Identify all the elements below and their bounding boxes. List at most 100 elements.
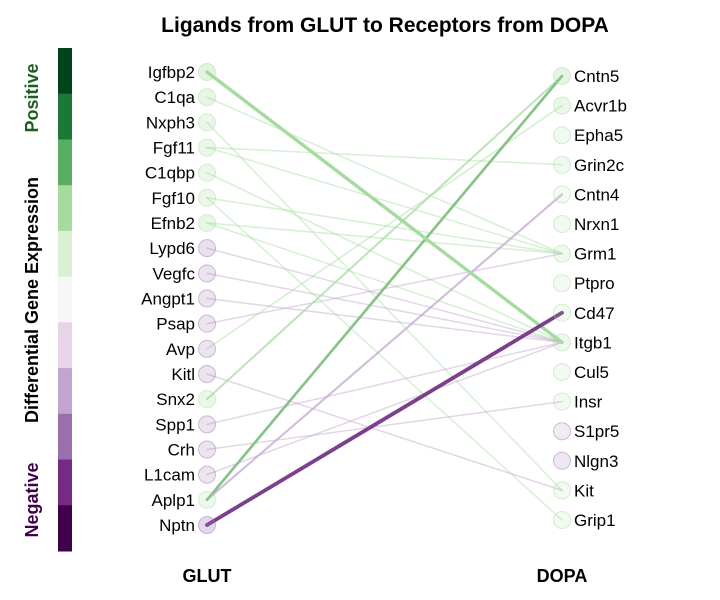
ligand-label-c1qa: C1qa xyxy=(154,88,195,107)
legend-swatch xyxy=(58,93,72,140)
ligand-label-c1qbp: C1qbp xyxy=(145,164,195,183)
receptor-label-nrxn1: Nrxn1 xyxy=(574,215,619,234)
receptor-label-cd47: Cd47 xyxy=(574,304,615,323)
edge-crh-insr xyxy=(206,400,563,451)
ligand-label-angpt1: Angpt1 xyxy=(141,290,195,309)
receptor-label-grip1: Grip1 xyxy=(574,511,616,530)
receptor-label-cntn4: Cntn4 xyxy=(574,185,619,204)
ligand-label-fgf10: Fgf10 xyxy=(152,189,195,208)
edge-snx2-cntn5 xyxy=(206,75,563,401)
ligand-node-efnb2 xyxy=(198,214,216,232)
receptor-node-grip1 xyxy=(553,511,571,529)
ligand-node-fgf11 xyxy=(198,138,216,157)
ligand-node-angpt1 xyxy=(198,289,216,308)
edge-l1cam-itgb1 xyxy=(206,341,563,476)
legend-negative-label: Negative xyxy=(22,462,42,537)
ligand-label-snx2: Snx2 xyxy=(156,390,195,409)
edge-nxph3-kit xyxy=(206,121,563,492)
right-group-label: DOPA xyxy=(537,566,588,586)
ligand-node-crh xyxy=(198,440,216,459)
ligand-node-psap xyxy=(198,314,216,333)
ligand-label-nptn: Nptn xyxy=(159,516,195,535)
legend-swatch xyxy=(58,368,72,415)
receptor-node-cd47 xyxy=(553,303,571,322)
receptor-node-cntn5 xyxy=(553,67,571,85)
receptor-node-grin2c xyxy=(553,155,571,174)
legend-swatch xyxy=(58,139,72,186)
ligand-label-lypd6: Lypd6 xyxy=(149,239,195,258)
edge-c1qa-grm1 xyxy=(206,96,563,255)
ligand-node-nptn xyxy=(198,516,216,534)
edge-angpt1-itgb1 xyxy=(206,297,563,344)
receptor-label-cul5: Cul5 xyxy=(574,363,609,382)
ligand-node-igfbp2 xyxy=(198,63,216,81)
receptor-node-insr xyxy=(553,392,571,411)
legend-title: Differential Gene Expression xyxy=(22,177,42,423)
chart-title: Ligands from GLUT to Receptors from DOPA xyxy=(161,14,609,37)
ligand-node-lypd6 xyxy=(198,239,216,258)
legend-swatch xyxy=(58,322,72,369)
receptor-label-acvr1b: Acvr1b xyxy=(574,97,627,116)
ligand-label-vegfc: Vegfc xyxy=(152,264,195,283)
legend-swatch xyxy=(58,505,72,552)
receptor-label-cntn5: Cntn5 xyxy=(574,67,619,86)
receptor-label-insr: Insr xyxy=(574,393,603,412)
edges-layer xyxy=(205,70,564,527)
receptor-node-grm1 xyxy=(553,244,571,263)
receptor-node-nrxn1 xyxy=(553,215,571,233)
ligand-label-kitl: Kitl xyxy=(171,365,195,384)
legend-swatch xyxy=(58,48,72,95)
receptor-node-epha5 xyxy=(553,126,571,145)
ligand-node-nxph3 xyxy=(198,113,216,132)
edge-aplp1-cntn5 xyxy=(205,74,564,502)
ligand-node-kitl xyxy=(198,365,216,383)
ligand-label-efnb2: Efnb2 xyxy=(151,214,195,233)
ligand-node-fgf10 xyxy=(198,188,216,207)
ligand-node-avp xyxy=(198,339,216,358)
ligand-label-psap: Psap xyxy=(156,315,195,334)
receptor-node-itgb1 xyxy=(553,333,571,352)
edge-fgf10-grip1 xyxy=(206,197,563,521)
ligand-label-fgf11: Fgf11 xyxy=(153,139,195,158)
ligand-node-l1cam xyxy=(198,465,216,484)
edge-lypd6-itgb1 xyxy=(206,247,563,344)
legend: Positive Differential Gene Expression Nega… xyxy=(22,48,72,552)
ligand-node-vegfc xyxy=(198,264,216,283)
legend-positive-label: Positive xyxy=(22,63,42,132)
ligand-node-aplp1 xyxy=(198,490,216,509)
legend-swatch xyxy=(58,230,72,278)
receptor-label-epha5: Epha5 xyxy=(574,126,623,145)
ligand-label-crh: Crh xyxy=(168,441,195,460)
edge-kitl-kit xyxy=(206,373,563,492)
ligand-label-aplp1: Aplp1 xyxy=(152,491,195,510)
legend-swatch xyxy=(58,276,72,323)
edge-fgf11-grm1 xyxy=(206,146,563,255)
edge-aplp1-cntn4 xyxy=(205,193,564,501)
nodes-layer: Igfbp2 C1qa Nxph3 Fgf11 C1qbp Fgf10 Efnb2 Lypd6… xyxy=(141,63,627,535)
receptor-node-s1pr5 xyxy=(553,422,571,441)
receptor-label-ptpro: Ptpro xyxy=(574,274,615,293)
ligand-label-l1cam: L1cam xyxy=(144,466,195,485)
legend-swatch xyxy=(58,185,72,232)
edge-igfbp2-itgb1 xyxy=(205,70,564,345)
receptor-label-s1pr5: S1pr5 xyxy=(574,422,619,441)
receptor-node-cul5 xyxy=(553,363,571,381)
edge-fgf11-grin2c xyxy=(206,146,563,166)
receptor-node-kit xyxy=(553,481,571,500)
edge-nptn-cd47 xyxy=(205,310,564,527)
ligand-node-c1qbp xyxy=(198,163,216,182)
receptor-label-itgb1: Itgb1 xyxy=(574,333,612,352)
ligand-label-avp: Avp xyxy=(166,340,195,359)
receptor-node-nlgn3 xyxy=(553,451,571,470)
receptor-label-grm1: Grm1 xyxy=(574,245,617,264)
receptor-node-acvr1b xyxy=(553,96,571,115)
edge-spp1-itgb1 xyxy=(206,341,563,426)
ligand-node-c1qa xyxy=(198,88,216,107)
ligand-label-igfbp2: Igfbp2 xyxy=(148,63,195,82)
edge-c1qbp-itgb1 xyxy=(206,171,563,344)
receptor-label-nlgn3: Nlgn3 xyxy=(574,452,618,471)
ligand-label-nxph3: Nxph3 xyxy=(146,113,195,132)
edge-efnb2-itgb1 xyxy=(206,222,563,344)
receptor-node-cntn4 xyxy=(553,185,571,204)
